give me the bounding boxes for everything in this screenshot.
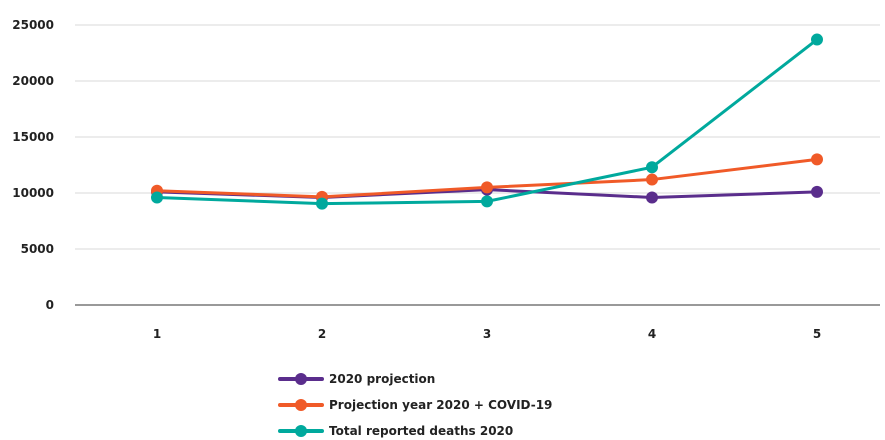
series-line: [155, 38, 819, 206]
y-tick-label: 15000: [12, 130, 54, 144]
x-tick-label: 5: [813, 327, 821, 341]
legend-label: Total reported deaths 2020: [329, 424, 513, 438]
x-tick-label: 1: [153, 327, 161, 341]
series-3: [151, 33, 823, 210]
data-point: [811, 33, 823, 46]
data-point: [481, 181, 493, 194]
x-tick-label: 4: [648, 327, 656, 341]
data-point: [811, 153, 823, 166]
legend-swatch-marker: [295, 373, 307, 385]
y-tick-label: 0: [46, 298, 54, 312]
legend: 2020 projection Projection year 2020 + CO…: [278, 372, 552, 438]
x-tick-label: 2: [318, 327, 326, 341]
data-point: [811, 185, 823, 198]
series-layer: [151, 33, 823, 210]
y-tick-label: 10000: [12, 186, 54, 200]
y-tick-label: 25000: [12, 18, 54, 32]
legend-label: Projection year 2020 + COVID-19: [329, 398, 552, 412]
legend-item: Total reported deaths 2020: [278, 424, 513, 438]
legend-swatch-marker: [295, 425, 307, 437]
data-point: [481, 195, 493, 208]
legend-item: Projection year 2020 + COVID-19: [278, 398, 552, 412]
data-point: [646, 191, 658, 204]
data-point: [646, 161, 658, 174]
legend-item: 2020 projection: [278, 372, 435, 386]
data-point: [316, 197, 328, 210]
x-tick-label: 3: [483, 327, 491, 341]
y-tick-label: 20000: [12, 74, 54, 88]
y-axis: 0 5000 10000 15000 20000 25000: [12, 18, 54, 312]
data-point: [151, 191, 163, 204]
y-tick-label: 5000: [21, 242, 54, 256]
x-axis: 1 2 3 4 5: [153, 327, 821, 341]
data-point: [646, 173, 658, 186]
legend-swatch-marker: [295, 399, 307, 411]
legend-label: 2020 projection: [329, 372, 435, 386]
